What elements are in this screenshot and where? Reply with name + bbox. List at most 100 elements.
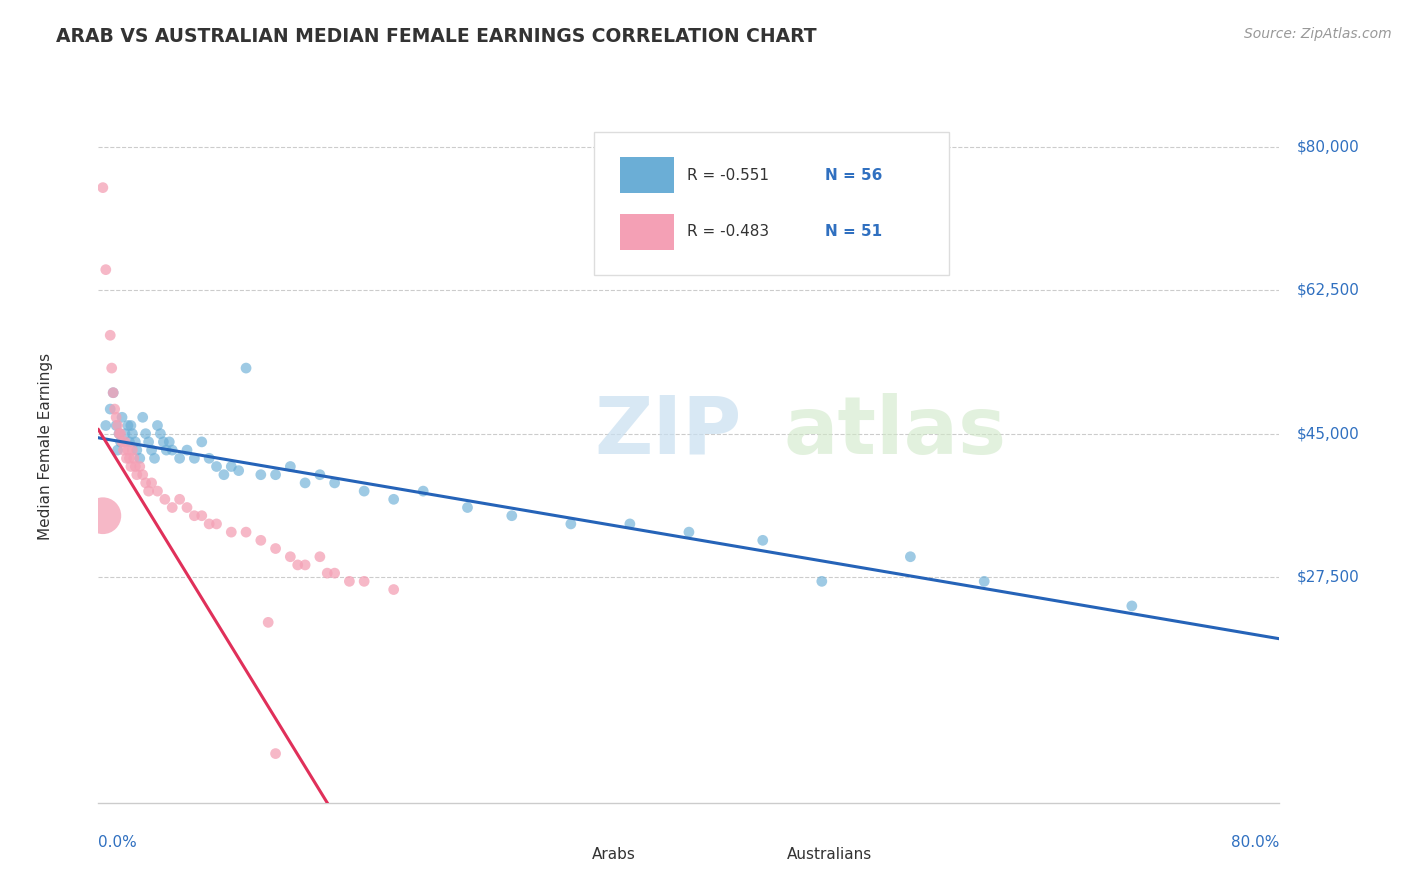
Point — [120, 418, 142, 433]
Point — [250, 533, 273, 548]
FancyBboxPatch shape — [595, 132, 949, 275]
Point — [117, 418, 139, 433]
Point — [146, 484, 169, 499]
Point — [900, 549, 922, 564]
Point — [316, 566, 339, 581]
Point — [560, 516, 582, 531]
Point — [309, 467, 332, 482]
Point — [323, 566, 346, 581]
FancyBboxPatch shape — [742, 847, 780, 869]
Point — [143, 451, 166, 466]
Point — [112, 443, 135, 458]
Point — [257, 615, 280, 630]
Point — [162, 443, 183, 458]
Point — [382, 492, 405, 507]
Point — [120, 459, 142, 474]
Point — [91, 508, 114, 523]
Point — [122, 451, 145, 466]
Point — [105, 410, 128, 425]
Point — [108, 426, 131, 441]
FancyBboxPatch shape — [620, 214, 673, 250]
Point — [169, 492, 191, 507]
Point — [198, 516, 221, 531]
Point — [118, 451, 141, 466]
Point — [191, 434, 214, 449]
Point — [250, 467, 273, 482]
Point — [619, 516, 641, 531]
Point — [124, 434, 146, 449]
Point — [132, 467, 155, 482]
Point — [501, 508, 523, 523]
Point — [146, 418, 169, 433]
Point — [108, 426, 131, 441]
Text: 80.0%: 80.0% — [1232, 835, 1279, 850]
FancyBboxPatch shape — [547, 847, 585, 869]
Point — [353, 484, 375, 499]
Point — [115, 451, 138, 466]
Point — [205, 459, 228, 474]
Point — [228, 464, 250, 478]
Point — [94, 262, 117, 277]
Point — [121, 443, 143, 458]
Point — [103, 385, 125, 400]
Point — [973, 574, 995, 589]
Point — [132, 410, 155, 425]
Text: ZIP: ZIP — [595, 392, 742, 471]
Text: N = 56: N = 56 — [825, 168, 882, 183]
Point — [103, 385, 125, 400]
Point — [294, 475, 316, 490]
Point — [114, 426, 136, 441]
Point — [212, 467, 235, 482]
Point — [104, 402, 127, 417]
Point — [114, 434, 136, 449]
Point — [264, 541, 287, 556]
Point — [118, 434, 141, 449]
Point — [117, 443, 139, 458]
Point — [219, 525, 242, 540]
Point — [176, 500, 198, 515]
Point — [91, 180, 114, 194]
Point — [135, 426, 157, 441]
Point — [264, 467, 287, 482]
Point — [135, 475, 157, 490]
Point — [337, 574, 360, 589]
Point — [235, 361, 257, 376]
Text: R = -0.483: R = -0.483 — [686, 224, 769, 239]
Text: ARAB VS AUSTRALIAN MEDIAN FEMALE EARNINGS CORRELATION CHART: ARAB VS AUSTRALIAN MEDIAN FEMALE EARNING… — [56, 27, 817, 45]
Point — [149, 426, 172, 441]
Text: Australians: Australians — [787, 847, 872, 863]
Point — [294, 558, 316, 572]
Point — [107, 443, 129, 458]
Point — [235, 525, 257, 540]
Point — [1121, 599, 1143, 613]
Point — [183, 451, 205, 466]
Point — [98, 328, 121, 343]
Text: R = -0.551: R = -0.551 — [686, 168, 769, 183]
Point — [100, 361, 122, 376]
Point — [121, 426, 143, 441]
Text: $62,500: $62,500 — [1298, 283, 1360, 298]
Point — [110, 434, 132, 449]
Point — [176, 443, 198, 458]
Text: Median Female Earnings: Median Female Earnings — [38, 352, 53, 540]
Text: $45,000: $45,000 — [1298, 426, 1360, 442]
Text: 0.0%: 0.0% — [98, 835, 138, 850]
Text: $27,500: $27,500 — [1298, 570, 1360, 585]
Point — [456, 500, 478, 515]
Point — [198, 451, 221, 466]
Point — [278, 459, 302, 474]
Point — [110, 426, 132, 441]
Point — [128, 451, 150, 466]
Point — [309, 549, 332, 564]
Point — [128, 459, 150, 474]
Point — [191, 508, 214, 523]
Point — [205, 516, 228, 531]
Text: Source: ZipAtlas.com: Source: ZipAtlas.com — [1244, 27, 1392, 41]
Point — [125, 467, 148, 482]
Text: N = 51: N = 51 — [825, 224, 882, 239]
Point — [219, 459, 242, 474]
Point — [153, 492, 176, 507]
Point — [678, 525, 700, 540]
Point — [105, 418, 128, 433]
Text: Arabs: Arabs — [592, 847, 636, 863]
